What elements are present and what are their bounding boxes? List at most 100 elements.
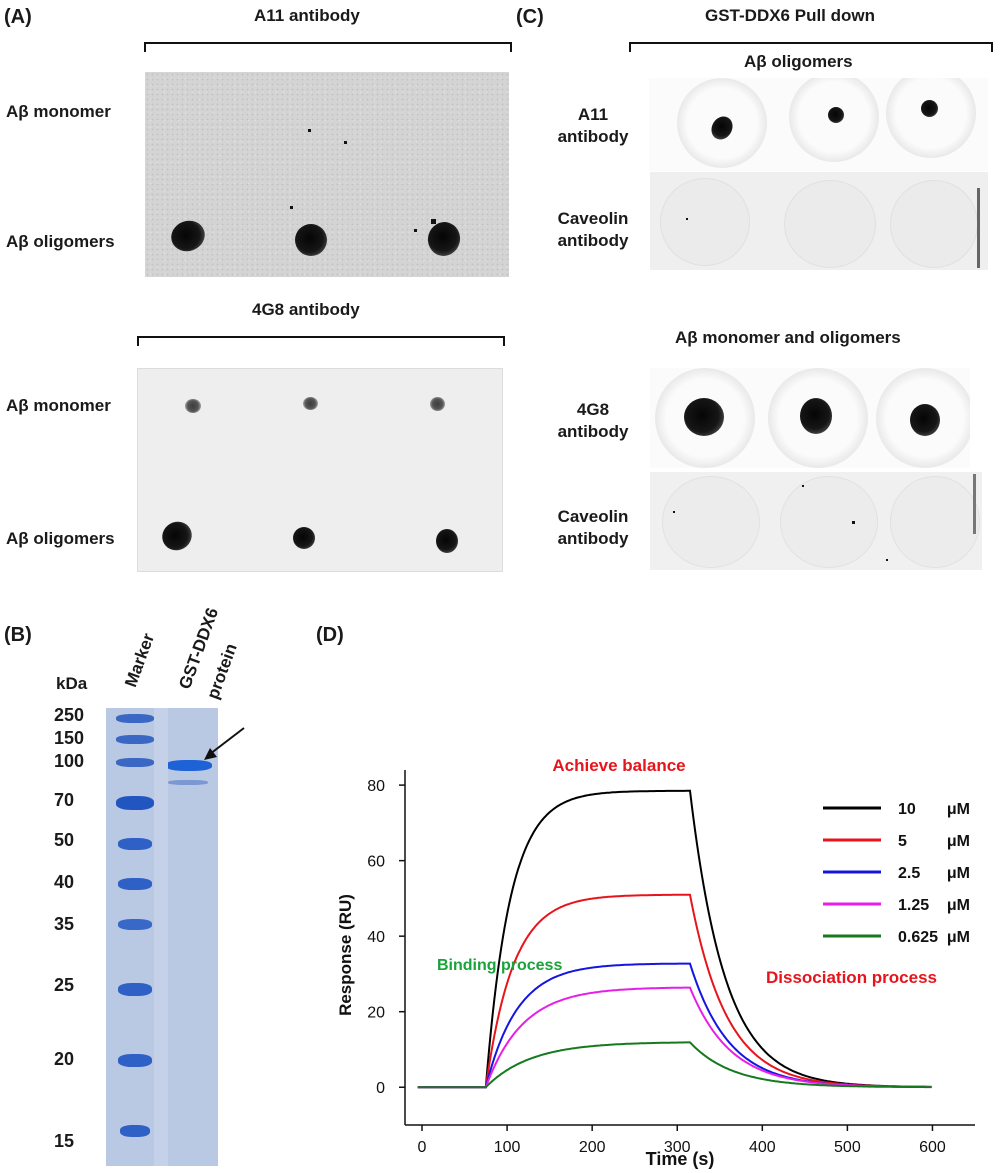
legend-unit: μM (947, 929, 970, 946)
row-label-line: antibody (557, 422, 629, 441)
pulldown-dot-4 (684, 398, 724, 436)
blot-speck (673, 511, 675, 513)
blot-speck (886, 559, 888, 561)
x-tick-label: 600 (919, 1139, 946, 1156)
x-tick-label: 400 (749, 1139, 776, 1156)
row-label-line: A11 (577, 105, 609, 124)
mw-150: 150 (54, 728, 85, 748)
mw-100: 100 (54, 751, 85, 771)
chart-axes: 0 100 200 300 400 500 600 0 20 40 60 80 (367, 770, 975, 1156)
dot-blot-caveolin-1 (650, 172, 988, 270)
a11-bracket (144, 42, 512, 52)
faint-dot (780, 476, 878, 568)
legend-label: 1.25 (898, 897, 929, 914)
row-label-monomer-top: Aβ monomer (6, 102, 111, 121)
legend-unit: μM (947, 801, 970, 818)
mw-25: 25 (54, 975, 75, 995)
sds-page-gel (106, 708, 218, 1166)
faint-dot (890, 180, 978, 268)
legend-label: 2.5 (898, 865, 920, 882)
dot-blot-4g8 (137, 368, 503, 572)
minor-band (168, 780, 208, 785)
blot-speck (308, 129, 311, 132)
x-tick-label: 0 (418, 1139, 427, 1156)
row-label-line: 4G8 (576, 400, 610, 419)
oligomer-dot-3 (424, 218, 464, 260)
faint-dot (662, 476, 760, 568)
row-label-line: antibody (557, 127, 629, 146)
section-abeta-oligomers: Aβ oligomers (744, 52, 853, 71)
a11-antibody-title: A11 antibody (254, 6, 360, 25)
row-label-line: antibody (557, 231, 629, 250)
chart-legend: 10 μM 5 μM 2.5 μM 1.25 μM 0.625 μM (823, 801, 970, 946)
legend-unit: μM (947, 865, 970, 882)
dot-blot-a11 (145, 72, 509, 277)
mw-70: 70 (54, 790, 75, 810)
blot-speck (344, 141, 347, 144)
dot-halo (886, 78, 976, 158)
blot-speck (414, 229, 417, 232)
pulldown-dot-3 (921, 100, 938, 117)
arrow-icon (204, 727, 245, 760)
monomer-dot-2 (303, 397, 318, 410)
panel-b-letter: (B) (4, 624, 32, 646)
blot-speck (852, 521, 855, 524)
annotation-achieve-balance: Achieve balance (552, 756, 685, 775)
marker-band-35 (118, 919, 152, 930)
faint-dot (890, 476, 980, 568)
a11-antibody-row-label: A11 antibody (548, 104, 638, 148)
oligomer-dot-4 (157, 516, 197, 556)
panel-c-letter: (C) (516, 6, 544, 28)
monomer-dot-3 (430, 397, 445, 411)
mw-15: 15 (54, 1131, 75, 1151)
blot-speck (431, 219, 436, 224)
oligomer-dot-1 (166, 216, 210, 256)
dot-blot-caveolin-2 (650, 472, 982, 570)
gst-ddx6-band (166, 760, 212, 771)
panel-a-letter: (A) (4, 6, 32, 28)
row-label-oligomers-bottom: Aβ oligomers (6, 529, 115, 548)
blot-speck (290, 206, 293, 209)
x-tick-label: 200 (579, 1139, 606, 1156)
mw-250: 250 (54, 705, 85, 725)
marker-band-250 (116, 714, 154, 723)
pulldown-dot-2 (828, 107, 844, 123)
monomer-dot-1 (185, 399, 201, 413)
dot-blot-4g8-pulldown (650, 368, 970, 468)
lane-label-marker: Marker (121, 630, 159, 690)
kda-label: kDa (56, 674, 88, 693)
marker-band-15 (120, 1125, 150, 1137)
y-tick-label: 0 (376, 1080, 385, 1097)
series-line-0-625-um (417, 1041, 932, 1089)
row-label-monomer-bottom: Aβ monomer (6, 396, 111, 415)
y-tick-label: 80 (367, 778, 385, 795)
dot-blot-a11-pulldown (649, 78, 988, 171)
legend-unit: μM (947, 897, 970, 914)
chart-series (417, 789, 932, 1089)
y-axis-label: Response (RU) (336, 894, 355, 1016)
pull-down-bracket (629, 42, 993, 52)
caveolin-antibody-row-label-2: Caveolin antibody (548, 506, 638, 550)
marker-band-50 (118, 838, 152, 850)
marker-band-20 (118, 1054, 152, 1067)
legend-label: 5 (898, 833, 907, 850)
row-label-oligomers-top: Aβ oligomers (6, 232, 115, 251)
membrane-edge (977, 188, 980, 268)
legend-unit: μM (947, 833, 970, 850)
x-axis-label: Time (s) (646, 1149, 715, 1169)
marker-band-40 (118, 878, 152, 890)
spr-sensorgram: 0 100 200 300 400 500 600 0 20 40 60 80 10 μM 5 μM 2.5 μ… (336, 756, 975, 1169)
legend-label: 0.625 (898, 929, 938, 946)
faint-dot (784, 180, 876, 268)
mw-40: 40 (54, 872, 75, 892)
panel-d-letter: (D) (316, 624, 344, 646)
pulldown-dot-5 (800, 398, 832, 434)
mw-20: 20 (54, 1049, 75, 1069)
y-tick-label: 60 (367, 854, 385, 871)
row-label-line: Caveolin (557, 209, 629, 228)
marker-band-150 (116, 735, 154, 744)
blot-speck (686, 218, 688, 220)
marker-band-100 (116, 758, 154, 767)
mw-35: 35 (54, 914, 75, 934)
4g8-antibody-row-label: 4G8 antibody (548, 399, 638, 443)
